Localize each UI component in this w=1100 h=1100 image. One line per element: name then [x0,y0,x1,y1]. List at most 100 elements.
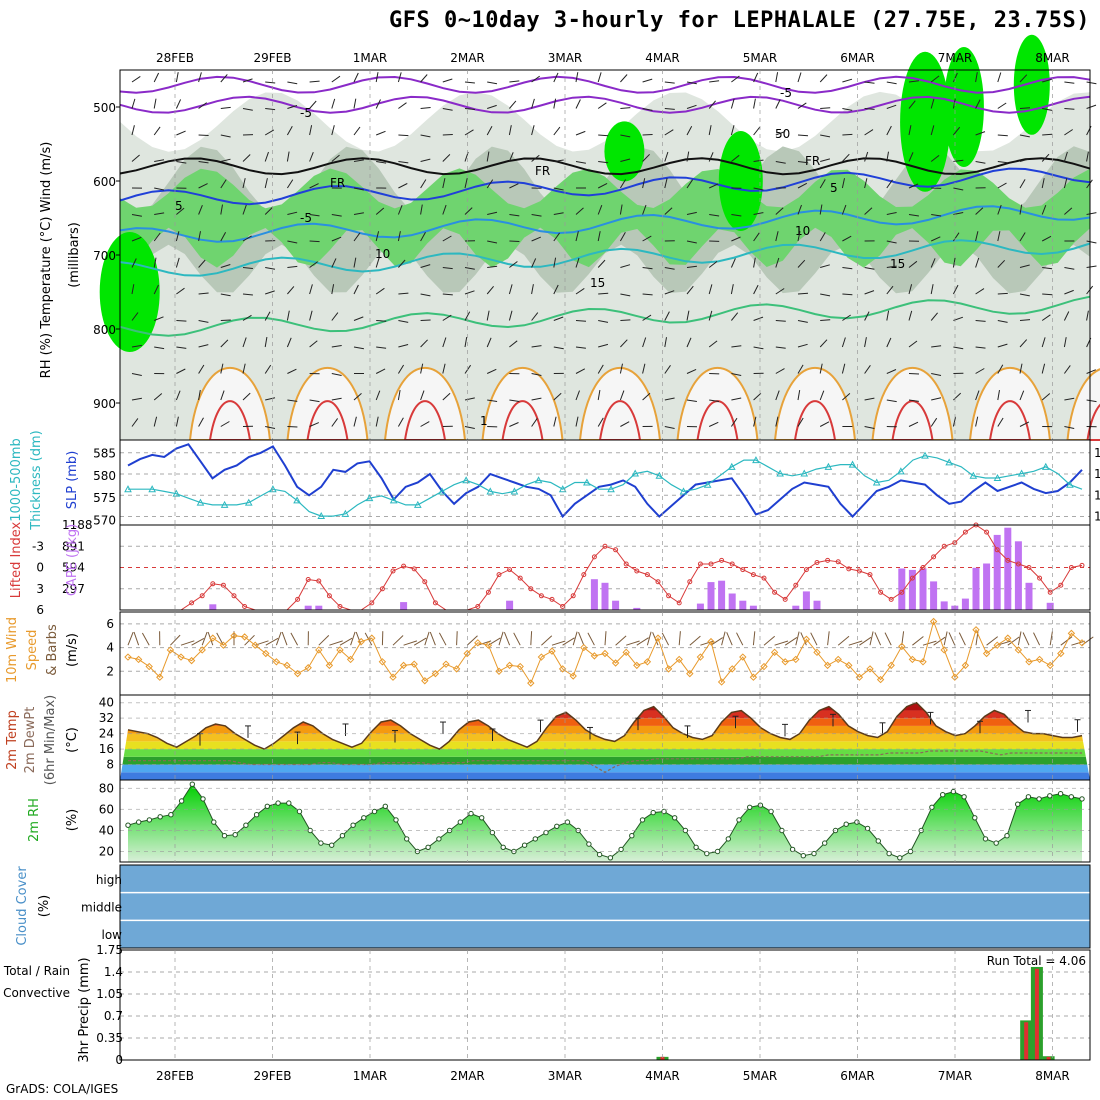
wind-barb [220,106,231,109]
cape-bar [813,600,821,610]
wind-barb [309,422,319,427]
wind-barb [686,285,694,295]
wind-barb [708,310,713,321]
thickness-point [510,487,519,495]
precip-total-label: Total / Rain [3,964,70,978]
wind-barb [1041,178,1045,189]
wind-barb [604,631,607,646]
hot-column-contour [403,400,447,441]
wind-barb [975,368,985,374]
temp-tick: 16 [99,742,114,756]
wind-barb [952,98,956,109]
temperature-contour [119,239,1091,277]
cape-bar [1014,541,1022,610]
cloud-row-label: middle [81,901,122,915]
thickness-label: 1000-500mb [9,438,24,522]
wind-barb [708,261,718,268]
wind-barb [175,72,179,83]
wind-barb [287,399,298,402]
thickness-point [969,471,978,479]
wind-barb [775,207,784,215]
wind-barb [708,125,712,136]
wind-barb [420,319,431,321]
wind-barb [1086,151,1089,162]
wind-barb [642,363,646,374]
cape-bar [749,605,757,610]
rh-point [864,825,871,832]
thickness-units: Thickness (dm) [29,430,44,530]
wind-barb [541,635,553,646]
wind-barb [198,231,201,242]
wind-barb [1063,151,1068,162]
thickness-point [438,487,446,495]
wind-barb [775,131,786,136]
rh-tick: 20 [99,844,114,858]
wind-barb [242,78,253,83]
rh-point [596,851,603,858]
wind-barb [730,258,736,268]
lifted-point [920,565,926,570]
wind-barb [1017,631,1022,646]
wind-barb [620,264,631,268]
wind-barb [376,161,387,164]
wind-barb [952,232,960,242]
rh-point [961,794,967,800]
wind-barb [464,267,475,270]
wind-barb [398,292,409,295]
wind-barb [420,264,431,268]
rh-patch [99,232,160,352]
cape-bar [1025,582,1033,610]
wind-barb [220,339,229,348]
wind-barb [242,314,252,321]
wind-barb [531,418,538,427]
lifted-point [846,566,852,572]
wind-barb [886,399,897,403]
wind-barb [318,635,330,646]
cape-bar [209,604,217,610]
panel-frame [119,864,1091,949]
wind-speed-point [876,675,885,684]
wind-barb [730,284,734,295]
wind-barb [503,632,511,646]
wind-barb [886,240,897,244]
wind-barb [153,98,157,109]
wind-barb [1086,310,1089,321]
rh-point [982,836,989,842]
rh-point [371,808,378,815]
wind-barb [429,631,436,646]
wind-barb [353,232,361,242]
wind-barb [930,155,940,162]
wind-barb [290,632,299,646]
wind-barb [752,631,756,646]
lifted-point [962,529,968,535]
wind-barb [930,312,938,321]
wind-barb [841,337,846,348]
wind-barb [131,418,139,427]
day-label-top: 28FEB [156,51,194,65]
wind-speed-point [908,655,917,664]
upper-air-ytick: 800 [93,323,116,337]
wind-barb [827,631,830,646]
wind-barb [708,421,719,427]
wind-barb [1019,134,1030,138]
wind-barb [487,211,498,215]
wind-barb [620,107,631,109]
wind-barb [398,161,409,164]
credit-label: GrADS: COLA/IGES [6,1082,119,1096]
wind-barb [908,399,919,402]
rh-point [693,844,699,850]
rh-area [128,784,1082,862]
wind-barb [997,364,1004,374]
wind-barb [575,390,580,401]
wind-barb [442,235,452,242]
wind-barb [176,207,185,215]
wind-barb [464,207,473,215]
rh-point [361,815,367,821]
wind-barb [265,397,276,401]
wind-barb [842,293,853,296]
wind-barb [886,104,897,109]
lifted-point [888,596,894,602]
wind-barb [153,126,161,136]
wind-speed-point [654,634,662,642]
wind-barb [331,125,335,136]
